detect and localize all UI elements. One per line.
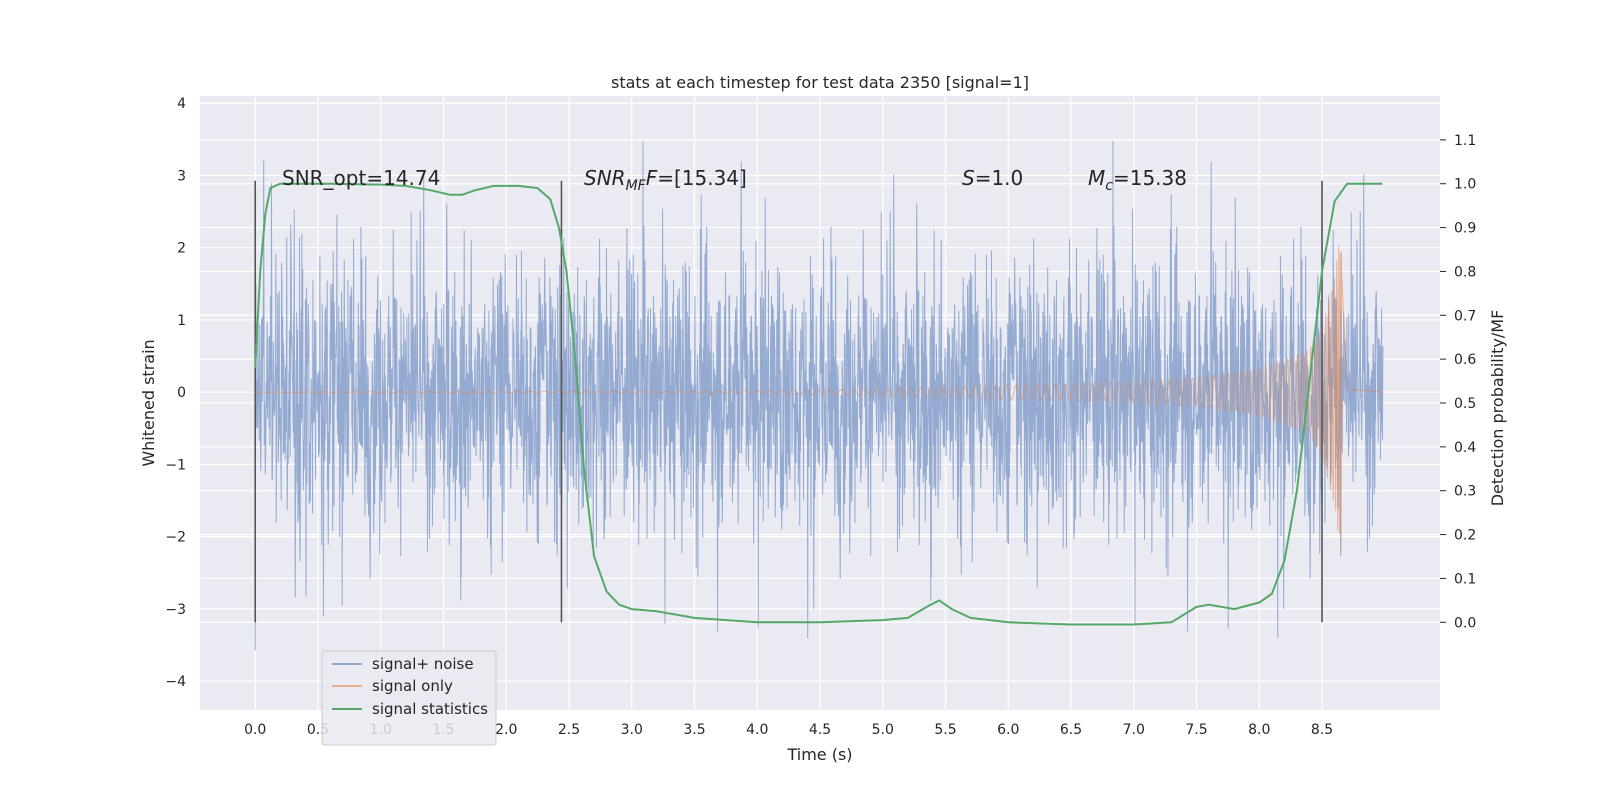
y2-tick-label: 1.0 <box>1454 177 1476 193</box>
x-tick-label: 6.0 <box>997 722 1019 738</box>
y2-tick-label: 0.8 <box>1454 264 1476 280</box>
x-tick-label: 6.5 <box>1060 722 1082 738</box>
chart-title: stats at each timestep for test data 235… <box>611 73 1029 92</box>
y2-tick-label: 0.3 <box>1454 484 1476 500</box>
y-tick-label: −2 <box>165 530 186 546</box>
y-tick-label: 2 <box>177 241 186 257</box>
snr-mf-symbol: SNR <box>584 166 626 190</box>
snr-mf-subscript: MF <box>626 178 647 194</box>
y2-tick-label: 0.7 <box>1454 308 1476 324</box>
x-tick-label: 4.0 <box>746 722 768 738</box>
legend-label-signal-noise: signal+ noise <box>372 655 474 673</box>
y2-tick-label: 0.9 <box>1454 221 1476 237</box>
x-tick-label: 3.5 <box>683 722 705 738</box>
annotation-snr-opt: SNR_opt=14.74 <box>282 166 440 190</box>
x-tick-label: 2.0 <box>495 722 517 738</box>
x-ticks: 0.00.51.01.52.02.53.03.54.04.55.05.56.06… <box>244 722 1333 738</box>
annotation-mc: Mc=15.38 <box>1088 166 1187 194</box>
x-tick-label: 5.0 <box>872 722 894 738</box>
snr-mf-value: =[15.34] <box>657 166 747 190</box>
y-tick-label: 3 <box>177 168 186 184</box>
mc-value: =15.38 <box>1113 166 1187 190</box>
s-symbol: S <box>962 166 975 190</box>
s-value: =1.0 <box>975 166 1024 190</box>
mc-subscript: c <box>1105 178 1113 194</box>
signal-statistics-line <box>254 182 1383 626</box>
x-tick-label: 3.0 <box>621 722 643 738</box>
x-tick-label: 0.0 <box>244 722 266 738</box>
y2-tick-label: 0.5 <box>1454 396 1476 412</box>
y-tick-label: −4 <box>165 674 186 690</box>
x-tick-label: 8.0 <box>1248 722 1270 738</box>
y2-tick-label: 0.0 <box>1454 615 1476 631</box>
y-tick-label: −3 <box>165 602 186 618</box>
x-tick-label: 2.5 <box>558 722 580 738</box>
legend-box <box>321 650 497 746</box>
legend: signal+ noise signal only signal statist… <box>321 650 497 746</box>
y-ticks: −4 −3 −2 −1 0 1 2 3 4 <box>165 96 186 690</box>
legend-label-signal-only: signal only <box>372 677 453 695</box>
y2-tick-label: 1.1 <box>1454 133 1476 149</box>
y2-tick-label: 0.2 <box>1454 528 1476 544</box>
mc-symbol: M <box>1088 166 1105 190</box>
x-tick-label: 4.5 <box>809 722 831 738</box>
signal-statistics-series <box>254 182 1383 626</box>
y2-ticks: 0.0 0.1 0.2 0.3 0.4 0.5 0.6 0.7 0.8 0.9 1.0 1.1 <box>1454 133 1476 631</box>
y2-axis-label: Detection probability/MF <box>1488 310 1507 507</box>
legend-label-signal-statistics: signal statistics <box>372 700 488 718</box>
annotation-snr-mf: SNRMFF=[15.34] <box>584 166 747 194</box>
y-tick-label: 1 <box>177 313 186 329</box>
x-tick-label: 8.5 <box>1311 722 1333 738</box>
y2-tick-label: 0.4 <box>1454 440 1476 456</box>
x-tick-label: 7.0 <box>1123 722 1145 738</box>
y-tick-label: 4 <box>177 96 186 112</box>
y-axis-label: Whitened strain <box>139 339 158 466</box>
y-tick-label: 0 <box>177 385 186 401</box>
signal-only-series <box>255 245 1383 552</box>
y2-tick-label: 0.6 <box>1454 352 1476 368</box>
y2-tick-label: 0.1 <box>1454 571 1476 587</box>
y-tick-label: −1 <box>165 457 186 473</box>
signal-only-line <box>255 245 1383 552</box>
window-markers <box>254 180 1323 623</box>
x-tick-label: 7.5 <box>1185 722 1207 738</box>
x-axis-label: Time (s) <box>786 745 852 764</box>
annotation-s: S=1.0 <box>962 166 1023 190</box>
x-tick-label: 5.5 <box>934 722 956 738</box>
